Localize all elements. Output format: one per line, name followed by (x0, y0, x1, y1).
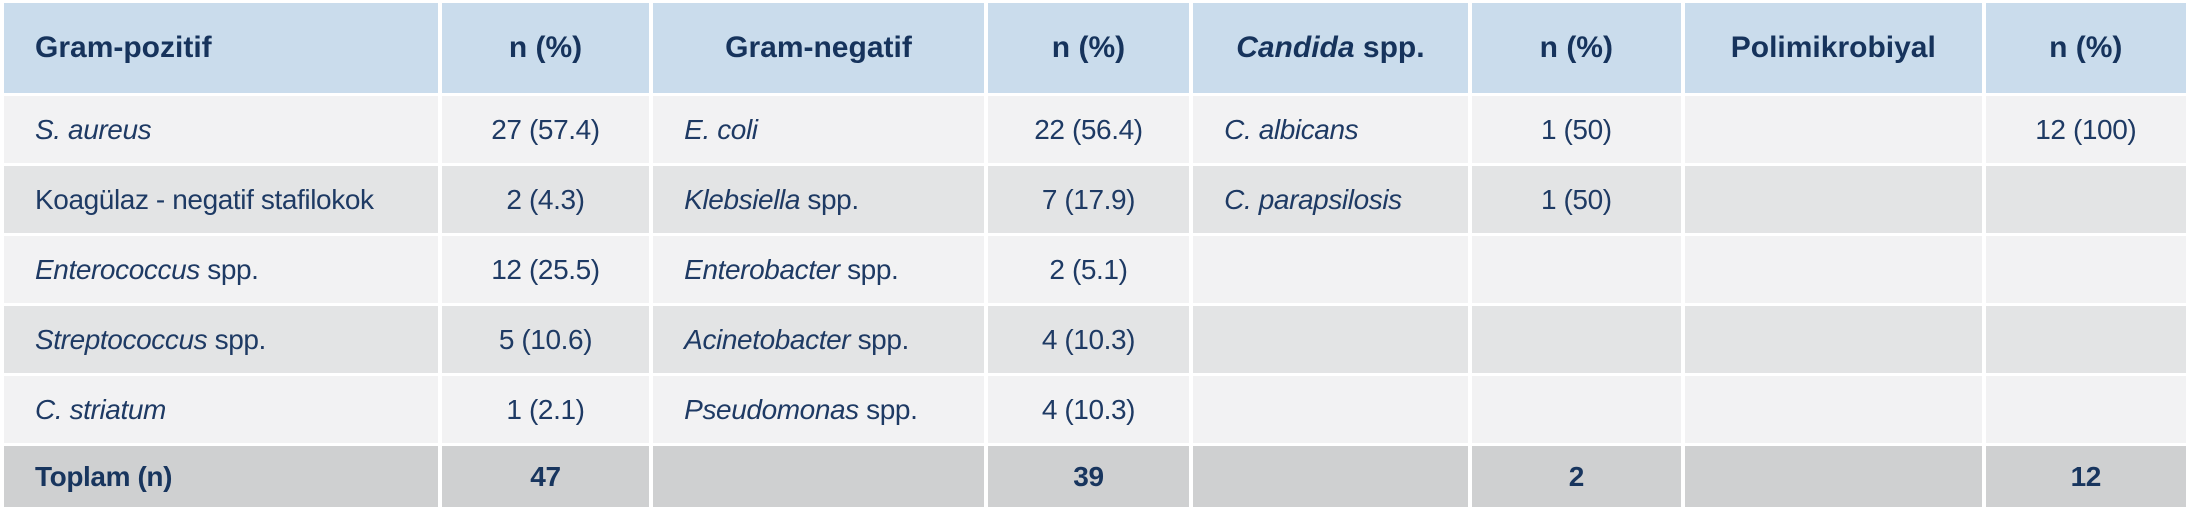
organism-rest: spp. (850, 323, 910, 355)
count-cell: 5 (10.6) (441, 306, 650, 373)
organism-cell: Enterococcus spp. (4, 236, 438, 303)
table-row: Streptococcus spp. 5 (10.6) Acinetobacte… (4, 306, 2186, 373)
count-cell: 2 (4.3) (441, 166, 650, 233)
table-row: Koagülaz - negatif stafilokok 2 (4.3) Kl… (4, 166, 2186, 233)
organism-rest: spp. (199, 253, 259, 285)
total-count-cell: 2 (1471, 446, 1682, 507)
count-cell (1985, 166, 2186, 233)
organism-name: C. striatum (35, 393, 166, 425)
total-empty-cell (653, 446, 984, 507)
organism-rest: spp. (207, 323, 267, 355)
count-cell (1985, 236, 2186, 303)
organism-rest: spp. (858, 393, 918, 425)
count-cell: 12 (25.5) (441, 236, 650, 303)
header-row: Gram-pozitif n (%) Gram-negatif n (%) Ca… (4, 3, 2186, 93)
total-count-cell: 39 (987, 446, 1190, 507)
organism-cell (1193, 376, 1468, 443)
organism-cell: Enterobacter spp. (653, 236, 984, 303)
total-count-cell: 47 (441, 446, 650, 507)
header-n-pct-4: n (%) (1985, 3, 2186, 93)
header-polimikrobiyal: Polimikrobiyal (1685, 3, 1982, 93)
count-cell (1985, 376, 2186, 443)
organism-cell: Klebsiella spp. (653, 166, 984, 233)
organism-name: Enterobacter (684, 253, 840, 285)
organism-cell: C. parapsilosis (1193, 166, 1468, 233)
total-empty-cell (1193, 446, 1468, 507)
header-candida-spp: Candida spp. (1193, 3, 1468, 93)
organism-cell (1685, 166, 1982, 233)
table-row: S. aureus 27 (57.4) E. coli 22 (56.4) C.… (4, 96, 2186, 163)
organism-name: Enterococcus (35, 253, 200, 285)
total-row: Toplam (n) 47 39 2 12 (4, 446, 2186, 507)
organism-name: S. aureus (35, 113, 152, 145)
organism-rest: spp. (800, 183, 859, 215)
organism-rest: Koagülaz - negatif stafilokok (35, 183, 374, 215)
total-count-cell: 12 (1985, 446, 2186, 507)
count-cell: 1 (50) (1471, 166, 1682, 233)
header-n-pct-3: n (%) (1471, 3, 1682, 93)
organism-name: Streptococcus (35, 323, 208, 355)
count-cell: 1 (50) (1471, 96, 1682, 163)
count-cell (1471, 306, 1682, 373)
organism-cell: E. coli (653, 96, 984, 163)
organism-cell (1685, 376, 1982, 443)
count-cell: 1 (2.1) (441, 376, 650, 443)
organism-cell: Acinetobacter spp. (653, 306, 984, 373)
total-label: Toplam (n) (4, 446, 438, 507)
count-cell: 4 (10.3) (987, 376, 1190, 443)
organism-name: Acinetobacter (684, 323, 851, 355)
count-cell (1985, 306, 2186, 373)
header-n-pct-1: n (%) (441, 3, 650, 93)
table-row: C. striatum 1 (2.1) Pseudomonas spp. 4 (… (4, 376, 2186, 443)
organism-cell (1685, 96, 1982, 163)
header-candida-rest: spp. (1354, 31, 1425, 64)
count-cell: 2 (5.1) (987, 236, 1190, 303)
header-gram-pozitif: Gram-pozitif (4, 3, 438, 93)
organism-cell: C. striatum (4, 376, 438, 443)
count-cell (1471, 236, 1682, 303)
table-row: Enterococcus spp. 12 (25.5) Enterobacter… (4, 236, 2186, 303)
count-cell: 7 (17.9) (987, 166, 1190, 233)
organism-cell (1685, 236, 1982, 303)
organism-cell: Koagülaz - negatif stafilokok (4, 166, 438, 233)
organism-cell (1193, 236, 1468, 303)
organism-rest: spp. (839, 253, 899, 285)
count-cell: 22 (56.4) (987, 96, 1190, 163)
header-gram-negatif: Gram-negatif (653, 3, 984, 93)
count-cell: 12 (100) (1985, 96, 2186, 163)
organism-cell: S. aureus (4, 96, 438, 163)
organism-name: C. parapsilosis (1224, 183, 1402, 215)
organism-cell: C. albicans (1193, 96, 1468, 163)
header-candida-genus: Candida (1236, 31, 1355, 64)
organism-cell: Pseudomonas spp. (653, 376, 984, 443)
organism-name: C. albicans (1224, 113, 1359, 145)
organism-cell: Streptococcus spp. (4, 306, 438, 373)
total-empty-cell (1685, 446, 1982, 507)
organism-name: Pseudomonas (684, 393, 859, 425)
count-cell: 4 (10.3) (987, 306, 1190, 373)
isolates-table: Gram-pozitif n (%) Gram-negatif n (%) Ca… (4, 3, 2186, 507)
organism-cell (1193, 306, 1468, 373)
header-n-pct-2: n (%) (987, 3, 1190, 93)
count-cell: 27 (57.4) (441, 96, 650, 163)
count-cell (1471, 376, 1682, 443)
organism-name: Klebsiella (684, 183, 801, 215)
organism-name: E. coli (684, 113, 758, 145)
organism-cell (1685, 306, 1982, 373)
